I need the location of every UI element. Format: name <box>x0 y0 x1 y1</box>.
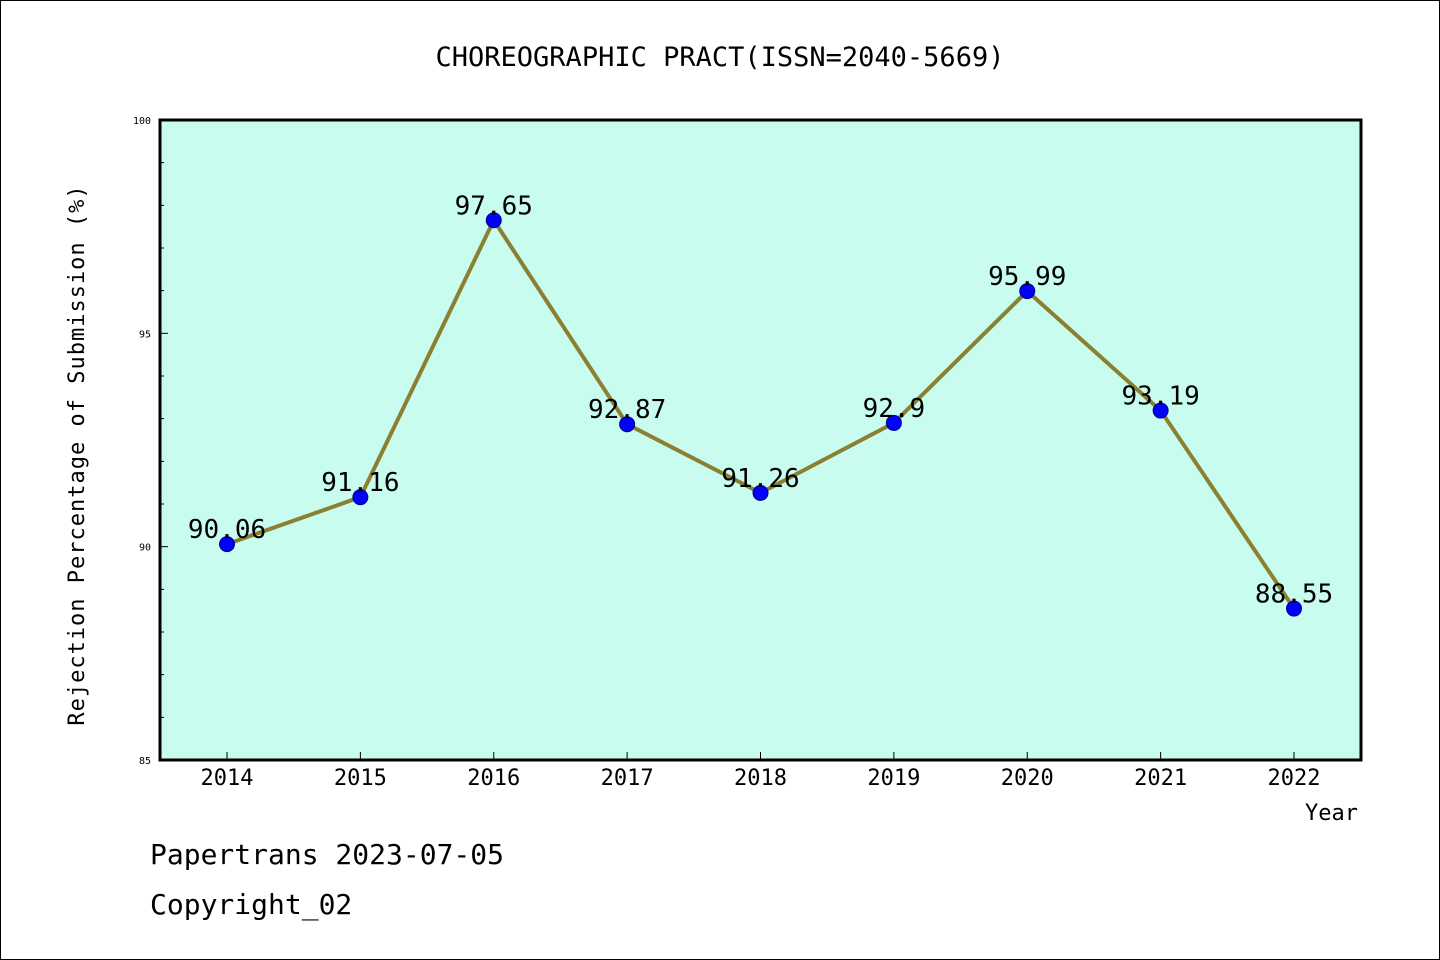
series-markers <box>219 212 1302 617</box>
data-labels: 90.06 91.16 97.65 92.87 91.26 92.9 95.99 93.19 8… <box>188 191 1333 609</box>
data-label: 91.26 <box>721 464 799 494</box>
data-label: 92.9 <box>863 394 926 424</box>
data-label: 97.65 <box>455 191 533 221</box>
y-tick-label: 90 <box>139 543 151 554</box>
x-tick-label: 2018 <box>734 766 787 791</box>
data-point <box>1152 402 1169 419</box>
y-tick-label: 95 <box>139 329 151 340</box>
x-tick-label: 2014 <box>201 766 254 791</box>
x-axis-label: Year <box>1305 801 1358 826</box>
plot-border <box>158 118 1363 762</box>
data-point <box>752 484 769 501</box>
data-label: 92.87 <box>588 395 666 425</box>
x-tick-label: 2021 <box>1134 766 1187 791</box>
data-point <box>885 414 902 431</box>
x-tick-label: 2016 <box>467 766 520 791</box>
footer-date: Papertrans 2023-07-05 <box>150 838 504 871</box>
data-point <box>1286 600 1302 617</box>
data-point <box>352 489 369 506</box>
data-label: 88.55 <box>1255 580 1333 610</box>
y-axis-label: Rejection Percentage of Submission (%) <box>65 184 90 725</box>
data-point <box>485 212 502 229</box>
data-point <box>1019 283 1036 300</box>
x-tick-label: 2019 <box>867 766 920 791</box>
x-tick-label: 2020 <box>1001 766 1054 791</box>
plot-area <box>160 120 1361 760</box>
data-label: 91.16 <box>321 468 399 498</box>
data-label: 90.06 <box>188 515 266 545</box>
footer-copyright: Copyright_02 <box>150 888 352 922</box>
data-label: 93.19 <box>1121 382 1199 412</box>
x-tick-label: 2022 <box>1268 766 1321 791</box>
x-tick-label: 2017 <box>601 766 654 791</box>
data-point <box>219 536 235 553</box>
chart-title: CHOREOGRAPHIC PRACT(ISSN=2040-5669) <box>436 42 1005 73</box>
x-axis: 2014 2015 2016 2017 2018 2019 2020 2021 2022 <box>201 752 1321 791</box>
y-tick-label: 85 <box>139 756 151 767</box>
data-label: 95.99 <box>988 262 1066 292</box>
x-tick-label: 2015 <box>334 766 387 791</box>
y-tick-label: 100 <box>133 116 151 127</box>
data-point <box>619 416 636 433</box>
